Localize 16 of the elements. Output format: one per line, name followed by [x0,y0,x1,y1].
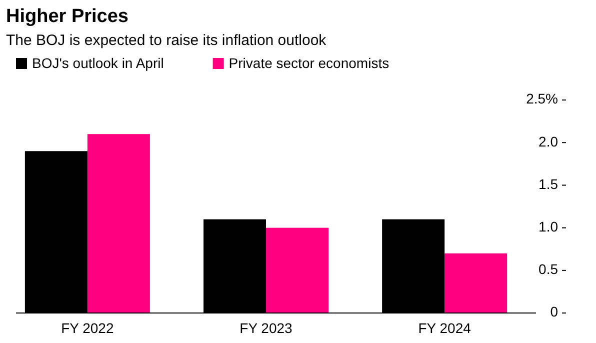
bar [87,134,150,313]
y-tick-label: 1.0 [538,218,558,235]
x-tick-label: FY 2024 [418,320,472,336]
y-tick-label: 2.5% [526,90,558,107]
y-tick-label: 0.5 [538,261,558,278]
chart-title: Higher Prices [6,6,128,27]
legend-label: Private sector economists [228,55,390,71]
x-tick-label: FY 2023 [240,320,293,336]
x-tick-label: FY 2022 [61,320,114,336]
bar [266,228,328,313]
y-tick-label: 0 [550,304,558,320]
legend-label: BOJ's outlook in April [32,55,164,71]
chart-subtitle: The BOJ is expected to raise its inflation outlook [6,32,327,49]
bar [444,253,508,313]
y-tick-label: 2.0 [538,133,558,150]
y-tick-label: 1.5 [538,176,558,192]
